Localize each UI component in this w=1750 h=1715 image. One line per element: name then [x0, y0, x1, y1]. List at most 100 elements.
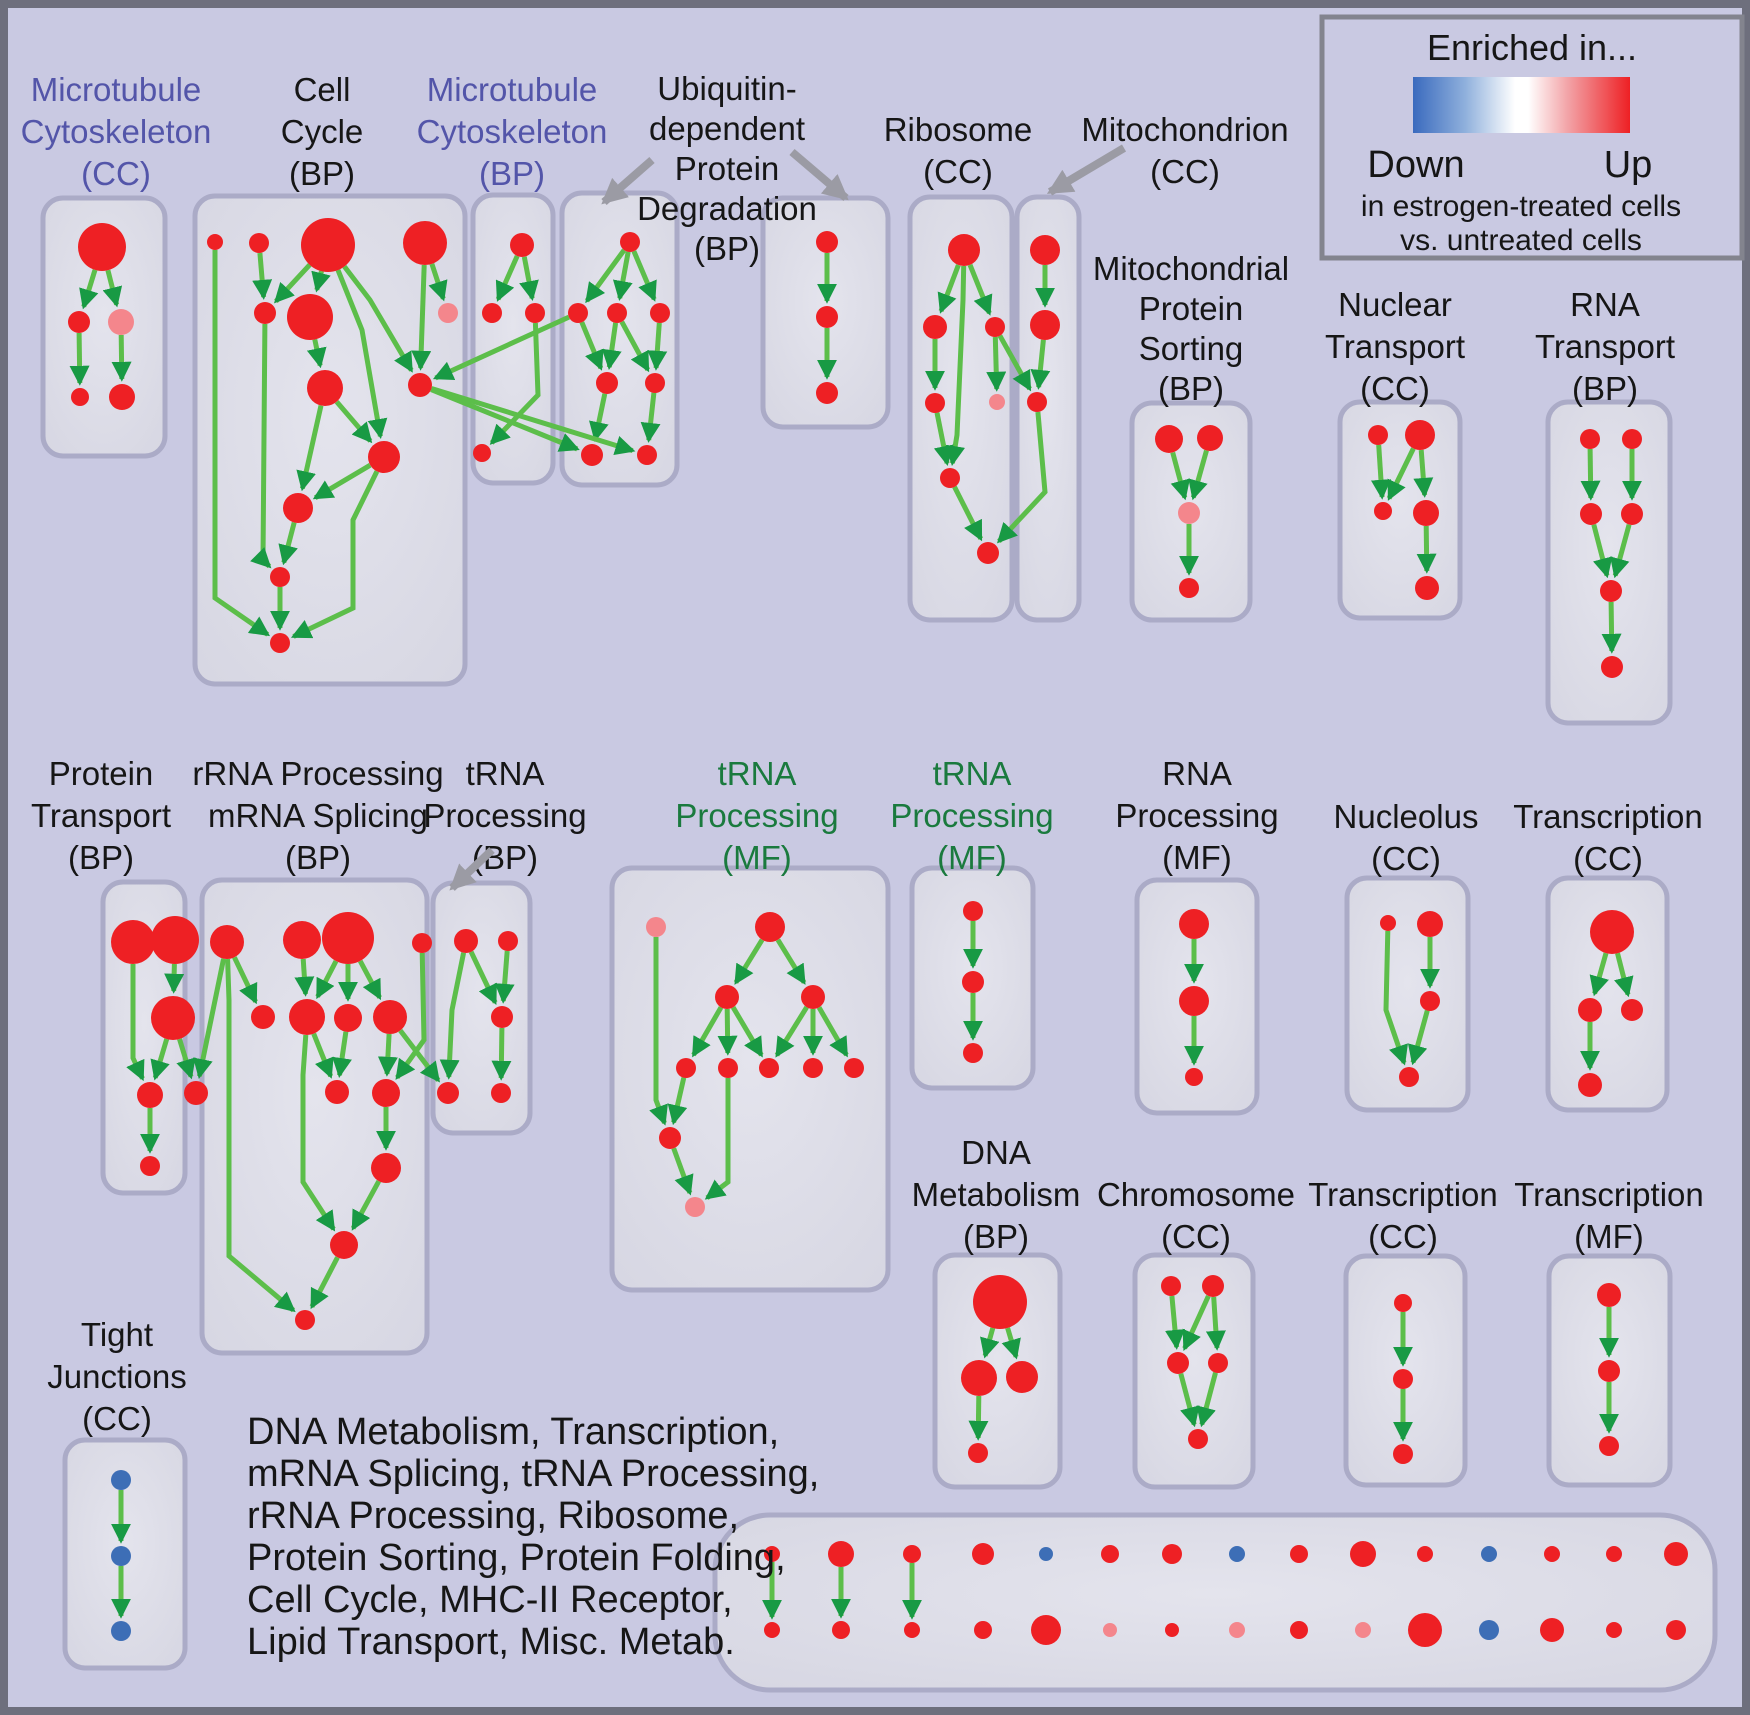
strip-node-bottom-6: [1165, 1623, 1179, 1637]
microtubule-bp-box: [470, 192, 556, 486]
protein-transport-node-2: [151, 996, 195, 1040]
cross-edge-0: [432, 314, 570, 381]
trna-processing-mf-large-edge-2: [691, 1006, 724, 1058]
rrna-processing-mrna-splicing-edge-6: [332, 1031, 352, 1078]
ribosome-label: Ribosome (CC): [884, 111, 1033, 190]
microtubule-cc-label: Microtubule Cytoskeleton (CC): [21, 71, 212, 192]
legend-subtitle-1: in estrogen-treated cells: [1361, 190, 1681, 223]
rna-transport-edge-0: [1580, 448, 1601, 501]
protein-transport-node-1: [151, 916, 199, 964]
rrna-processing-mrna-splicing-edge-7: [377, 1033, 398, 1077]
cross-edge-5: [398, 1028, 441, 1083]
trna-processing-mf-large-node-5: [718, 1058, 738, 1078]
cell-cycle-node-4: [254, 302, 276, 324]
nucleolus-node-0: [1380, 915, 1396, 931]
transcription-mf-node-1: [1598, 1360, 1620, 1382]
strip-node-bottom-5: [1103, 1623, 1117, 1637]
mitochondrial-protein-sorting-edge-1: [1188, 449, 1209, 501]
tight-junctions-node-2: [111, 1621, 131, 1641]
dna-metabolism-box: [932, 1252, 1063, 1490]
microtubule-bp-node-0: [510, 233, 534, 257]
transcription-cc-mid-node-3: [1578, 1073, 1602, 1097]
mitochondrion-node-2: [1027, 392, 1047, 412]
nucleolus-node-1: [1417, 911, 1443, 937]
protein-transport-node-0: [111, 920, 155, 964]
ribosome-node-1: [923, 315, 947, 339]
rna-processing-mf-label: RNA Processing (MF): [1115, 755, 1278, 876]
protein-transport-edge-3: [176, 1038, 196, 1080]
chromosome-node-4: [1188, 1429, 1208, 1449]
trna-processing-mf-large-edge-7: [816, 1006, 849, 1058]
rna-processing-mf-node-2: [1185, 1068, 1203, 1086]
dna-metabolism-node-2: [1006, 1361, 1038, 1393]
mitochondrion-edge-1: [1030, 339, 1051, 390]
cell-cycle-edge-5: [335, 269, 388, 440]
protein-transport-edge-0: [126, 964, 145, 1082]
rna-transport-node-3: [1621, 503, 1643, 525]
chromosome-label: Chromosome (CC): [1097, 1176, 1295, 1255]
misc-clusters-text: DNA Metabolism, Transcription, mRNA Splic…: [247, 1411, 819, 1663]
rna-transport-label: RNA Transport (BP): [1535, 286, 1675, 407]
cell-cycle-node-1: [249, 233, 269, 253]
microtubule-bp-node-2: [525, 303, 545, 323]
nucleolus-edge-0: [1383, 930, 1408, 1066]
ubiquitin-degradation-left-edge-5: [619, 320, 650, 373]
nucleolus-node-3: [1399, 1067, 1419, 1087]
ubiquitin-degradation-left-node-0: [620, 232, 640, 252]
misc-clusters-box: [712, 1512, 1718, 1693]
rrna-processing-mrna-splicing-edge-5: [311, 1032, 334, 1079]
transcription-mf-label: Transcription (MF): [1514, 1176, 1704, 1255]
nuclear-transport-node-1: [1405, 420, 1435, 450]
chromosome-node-2: [1167, 1352, 1189, 1374]
cell-cycle-node-9: [368, 441, 400, 473]
transcription-cc-bottom-label: Transcription (CC): [1308, 1176, 1498, 1255]
rrna-processing-mrna-splicing-edge-12: [309, 1256, 340, 1310]
nuclear-transport-node-0: [1368, 425, 1388, 445]
mitochondrial-protein-sorting-edge-0: [1170, 451, 1191, 501]
strip-node-bottom-14: [1666, 1620, 1686, 1640]
cell-cycle-node-10: [283, 493, 313, 523]
cell-cycle-node-12: [270, 633, 290, 653]
rrna-processing-mrna-splicing-node-5: [289, 999, 325, 1035]
cell-cycle-edge-15: [290, 470, 380, 639]
rrna-processing-mrna-splicing-label: rRNA Processing mRNA Splicing (BP): [192, 755, 443, 876]
rna-transport-node-4: [1600, 580, 1622, 602]
ubiquitin-degradation-left-node-6: [581, 444, 603, 466]
ubiquitin-degradation-left-node-5: [645, 373, 665, 393]
dna-metabolism-node-3: [968, 1443, 988, 1463]
rrna-processing-mrna-splicing-node-1: [283, 921, 321, 959]
legend-box: [1319, 14, 1745, 261]
chromosome-edge-4: [1196, 1372, 1218, 1428]
ubiquitin-degradation-left-node-2: [607, 303, 627, 323]
cell-cycle-node-6: [438, 303, 458, 323]
ubiquitin-degradation-left-edge-2: [631, 250, 657, 302]
strip-node-top-5: [1101, 1545, 1119, 1563]
rrna-processing-mrna-splicing-node-3: [412, 933, 432, 953]
microtubule-bp-edge-0: [495, 254, 520, 302]
trna-processing-mf-large-node-1: [755, 912, 785, 942]
cell-cycle-edge-3: [311, 270, 331, 293]
trna-processing-bp-node-3: [437, 1082, 459, 1104]
strip-node-bottom-1: [832, 1621, 850, 1639]
chromosome-edge-0: [1165, 1295, 1185, 1350]
nucleolus-label: Nucleolus (CC): [1334, 798, 1479, 877]
tight-junctions-node-0: [111, 1470, 131, 1490]
dna-metabolism-node-0: [973, 1275, 1027, 1329]
rrna-processing-mrna-splicing-edge-13: [225, 958, 296, 1313]
microtubule-bp-edge-1: [519, 256, 539, 302]
strip-node-bottom-7: [1229, 1622, 1245, 1638]
cell-cycle-node-7: [307, 370, 343, 406]
rna-processing-mf-node-0: [1179, 909, 1209, 939]
transcription-cc-mid-edge-1: [1614, 952, 1634, 998]
legend-down-label: Down: [1367, 144, 1464, 186]
trna-processing-bp-node-4: [491, 1083, 511, 1103]
microtubule-cc-node-2: [108, 309, 134, 335]
nuclear-transport-edge-0: [1370, 444, 1391, 500]
trna-processing-mf-large-edge-9: [667, 1077, 688, 1126]
transcription-cc-mid-edge-0: [1589, 952, 1609, 997]
protein-transport-node-3: [137, 1082, 163, 1108]
strip-node-top-2: [903, 1545, 921, 1563]
dna-metabolism-node-1: [961, 1360, 997, 1396]
trna-processing-mf-large-edge-1: [775, 938, 807, 985]
nuclear-transport-box: [1337, 399, 1463, 621]
